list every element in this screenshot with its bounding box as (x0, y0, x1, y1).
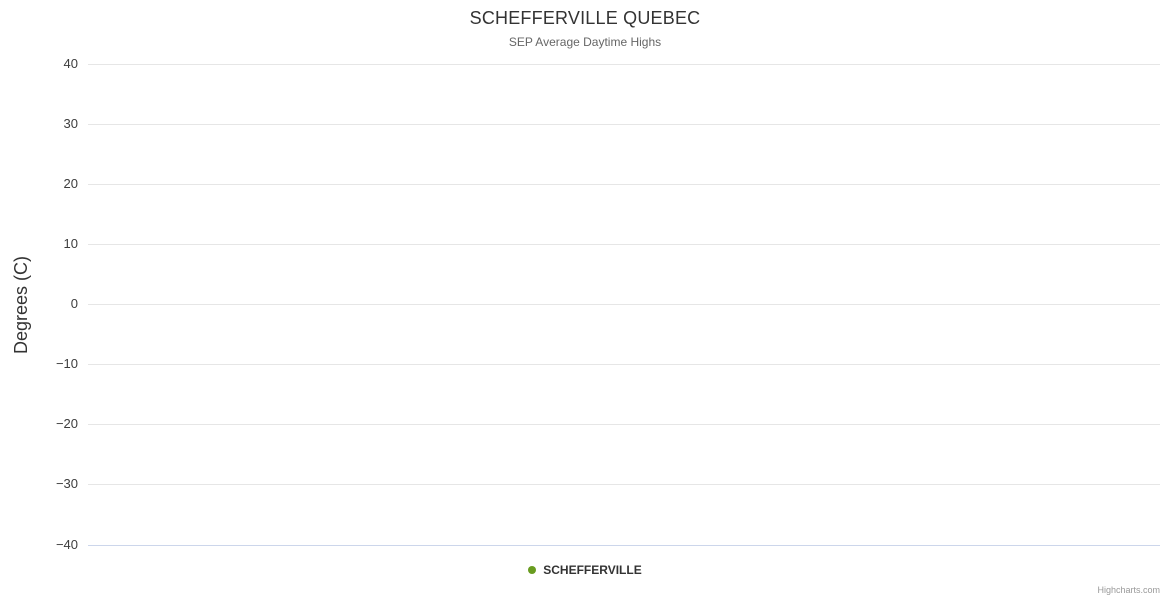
gridline (88, 304, 1160, 305)
chart-title: SCHEFFERVILLE QUEBEC (469, 8, 701, 28)
gridline (88, 244, 1160, 245)
gridline (88, 124, 1160, 125)
y-tick-label: −40 (55, 537, 78, 552)
gridline (88, 424, 1160, 425)
chart-subtitle: SEP Average Daytime Highs (508, 35, 662, 49)
legend-item-label: SCHEFFERVILLE (543, 563, 642, 577)
y-tick-label: 20 (63, 176, 78, 191)
y-tick-label: 0 (70, 296, 78, 311)
gridline (88, 184, 1160, 185)
circle-marker-icon (528, 566, 537, 574)
gridline (88, 364, 1160, 365)
y-tick-label: 30 (63, 116, 78, 131)
gridline (88, 64, 1160, 65)
plot-area (88, 64, 1160, 545)
legend-item-schefferville[interactable]: SCHEFFERVILLE (528, 563, 642, 577)
chart-legend: SCHEFFERVILLE (0, 563, 1170, 577)
y-axis-tick-labels: 40 30 20 10 0 −10 −20 −30 −40 (0, 0, 78, 600)
y-tick-label: 40 (63, 56, 78, 71)
y-tick-label: −30 (55, 476, 78, 491)
y-tick-label: −20 (55, 416, 78, 431)
gridline (88, 484, 1160, 485)
y-tick-label: 10 (63, 236, 78, 251)
x-axis-line (88, 545, 1160, 546)
y-tick-label: −10 (55, 356, 78, 371)
highcharts-credits-link[interactable]: Highcharts.com (1097, 585, 1160, 595)
data-series-layer (88, 64, 1160, 545)
